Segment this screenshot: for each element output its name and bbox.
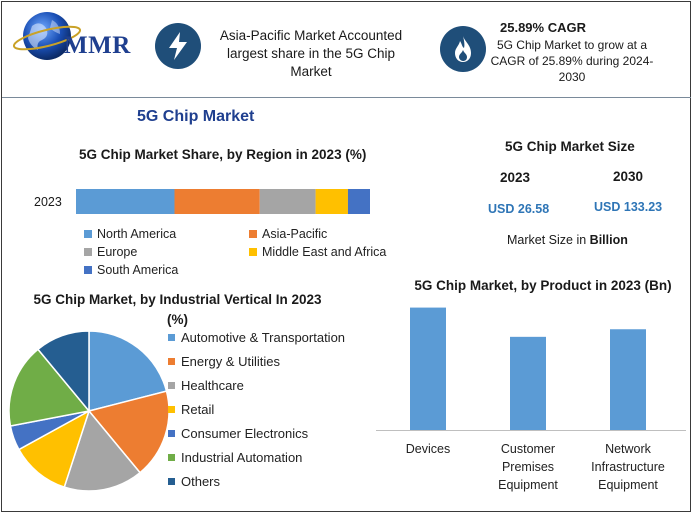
- legend-item-others: Others: [168, 474, 220, 489]
- logo: MMR: [10, 8, 140, 66]
- legend-item-healthcare: Healthcare: [168, 378, 244, 393]
- region-chart-title: 5G Chip Market Share, by Region in 2023 …: [79, 147, 367, 162]
- legend-label: Energy & Utilities: [181, 354, 280, 369]
- product-chart-title: 5G Chip Market, by Product in 2023 (Bn): [414, 278, 672, 293]
- market-size-title: 5G Chip Market Size: [505, 139, 635, 154]
- legend-swatch: [249, 248, 257, 256]
- market-size-value-2030: USD 133.23: [594, 200, 663, 214]
- legend-label: Retail: [181, 402, 215, 417]
- category-label-customer-premises-equipment: Customer Premises Equipment: [478, 440, 578, 494]
- legend-swatch: [168, 478, 175, 485]
- legend-item-automotive-transportation: Automotive & Transportation: [168, 330, 345, 345]
- bar-customer-premises-equipment: [510, 336, 546, 430]
- legend-item-europe: Europe: [84, 245, 137, 259]
- legend-item-middle-east-and-africa: Middle East and Africa: [249, 245, 386, 259]
- category-label-line: Equipment: [598, 478, 658, 492]
- header-divider: [2, 97, 691, 98]
- pie-slice-automotive-transportation: [88, 330, 168, 412]
- flame-icon: [440, 26, 486, 72]
- legend-swatch: [168, 382, 175, 389]
- region-category-label: 2023: [34, 195, 62, 209]
- market-size-value-2023: USD 26.58: [488, 202, 550, 216]
- vertical-pie-chart: [8, 330, 170, 492]
- legend-label: Automotive & Transportation: [181, 330, 346, 345]
- product-bar-chart: [376, 307, 686, 431]
- pie-slice-retail: [17, 409, 91, 489]
- cagr-text: 5G Chip Market to grow at a CAGR of 25.8…: [490, 38, 654, 84]
- legend-item-energy-utilities: Energy & Utilities: [168, 354, 280, 369]
- market-size-unit: Market Size in Billion: [507, 233, 628, 247]
- bar-segment-asia-pacific: [174, 189, 260, 214]
- legend-item-south-america: South America: [84, 263, 178, 277]
- legend-swatch: [168, 430, 175, 437]
- cagr-title: 25.89% CAGR: [500, 20, 586, 35]
- region-stacked-bar: [76, 189, 370, 214]
- legend-label: Others: [181, 474, 221, 489]
- category-label-line: Premises: [501, 460, 555, 474]
- legend-swatch: [168, 454, 175, 461]
- globe-logo-icon: [12, 12, 82, 60]
- category-label-line: Equipment: [498, 478, 558, 492]
- market-size-year-2023: 2023: [500, 170, 531, 185]
- legend-swatch: [84, 248, 92, 256]
- category-label-line: Customer: [500, 442, 556, 456]
- category-label-line: Devices: [405, 442, 451, 456]
- legend-swatch: [84, 266, 92, 274]
- legend-label: Industrial Automation: [181, 450, 303, 465]
- bar-segment-europe: [259, 189, 316, 214]
- bar-devices: [410, 307, 446, 430]
- bar-segment-middle-east-and-africa: [315, 189, 348, 214]
- legend-swatch: [84, 230, 92, 238]
- legend-item-north-america: North America: [84, 227, 176, 241]
- market-size-unit-prefix: Market Size in: [507, 233, 590, 247]
- lightning-bolt-icon: [155, 23, 201, 69]
- legend-item-industrial-automation: Industrial Automation: [168, 450, 302, 465]
- logo-text: MMR: [64, 32, 131, 59]
- legend-label: Middle East and Africa: [262, 245, 387, 259]
- legend-label: Consumer Electronics: [181, 426, 309, 441]
- legend-label: North America: [97, 227, 177, 241]
- bar-segment-south-america: [347, 189, 370, 214]
- legend-label: Europe: [97, 245, 138, 259]
- legend-item-consumer-electronics: Consumer Electronics: [168, 426, 308, 441]
- pie-slice-energy-utilities: [87, 390, 170, 474]
- category-label-line: Network: [605, 442, 651, 456]
- legend-swatch: [168, 358, 175, 365]
- category-label-network-infrastructure-equipment: Network Infrastructure Equipment: [578, 440, 678, 494]
- legend-label: Asia-Pacific: [262, 227, 328, 241]
- stat-asia-pacific-text: Asia-Pacific Market Accounted largest sh…: [219, 28, 403, 79]
- pie-slice-industrial-automation: [8, 348, 91, 427]
- bar-segment-north-america: [76, 189, 175, 214]
- legend-swatch: [249, 230, 257, 238]
- legend-item-asia-pacific: Asia-Pacific: [249, 227, 327, 241]
- legend-label: South America: [97, 263, 179, 277]
- legend-swatch: [168, 334, 175, 341]
- market-size-year-2030: 2030: [613, 169, 644, 184]
- legend-swatch: [168, 406, 175, 413]
- vertical-chart-title: 5G Chip Market, by Industrial Vertical I…: [33, 292, 322, 327]
- legend-item-retail: Retail: [168, 402, 214, 417]
- page-title: 5G Chip Market: [137, 108, 255, 125]
- market-size-unit-bold: Billion: [589, 233, 628, 247]
- pie-slice-others: [36, 330, 90, 414]
- bar-network-infrastructure-equipment: [610, 329, 646, 430]
- legend-label: Healthcare: [181, 378, 244, 393]
- category-label-devices: Devices: [378, 440, 478, 458]
- category-label-line: Infrastructure: [591, 460, 665, 474]
